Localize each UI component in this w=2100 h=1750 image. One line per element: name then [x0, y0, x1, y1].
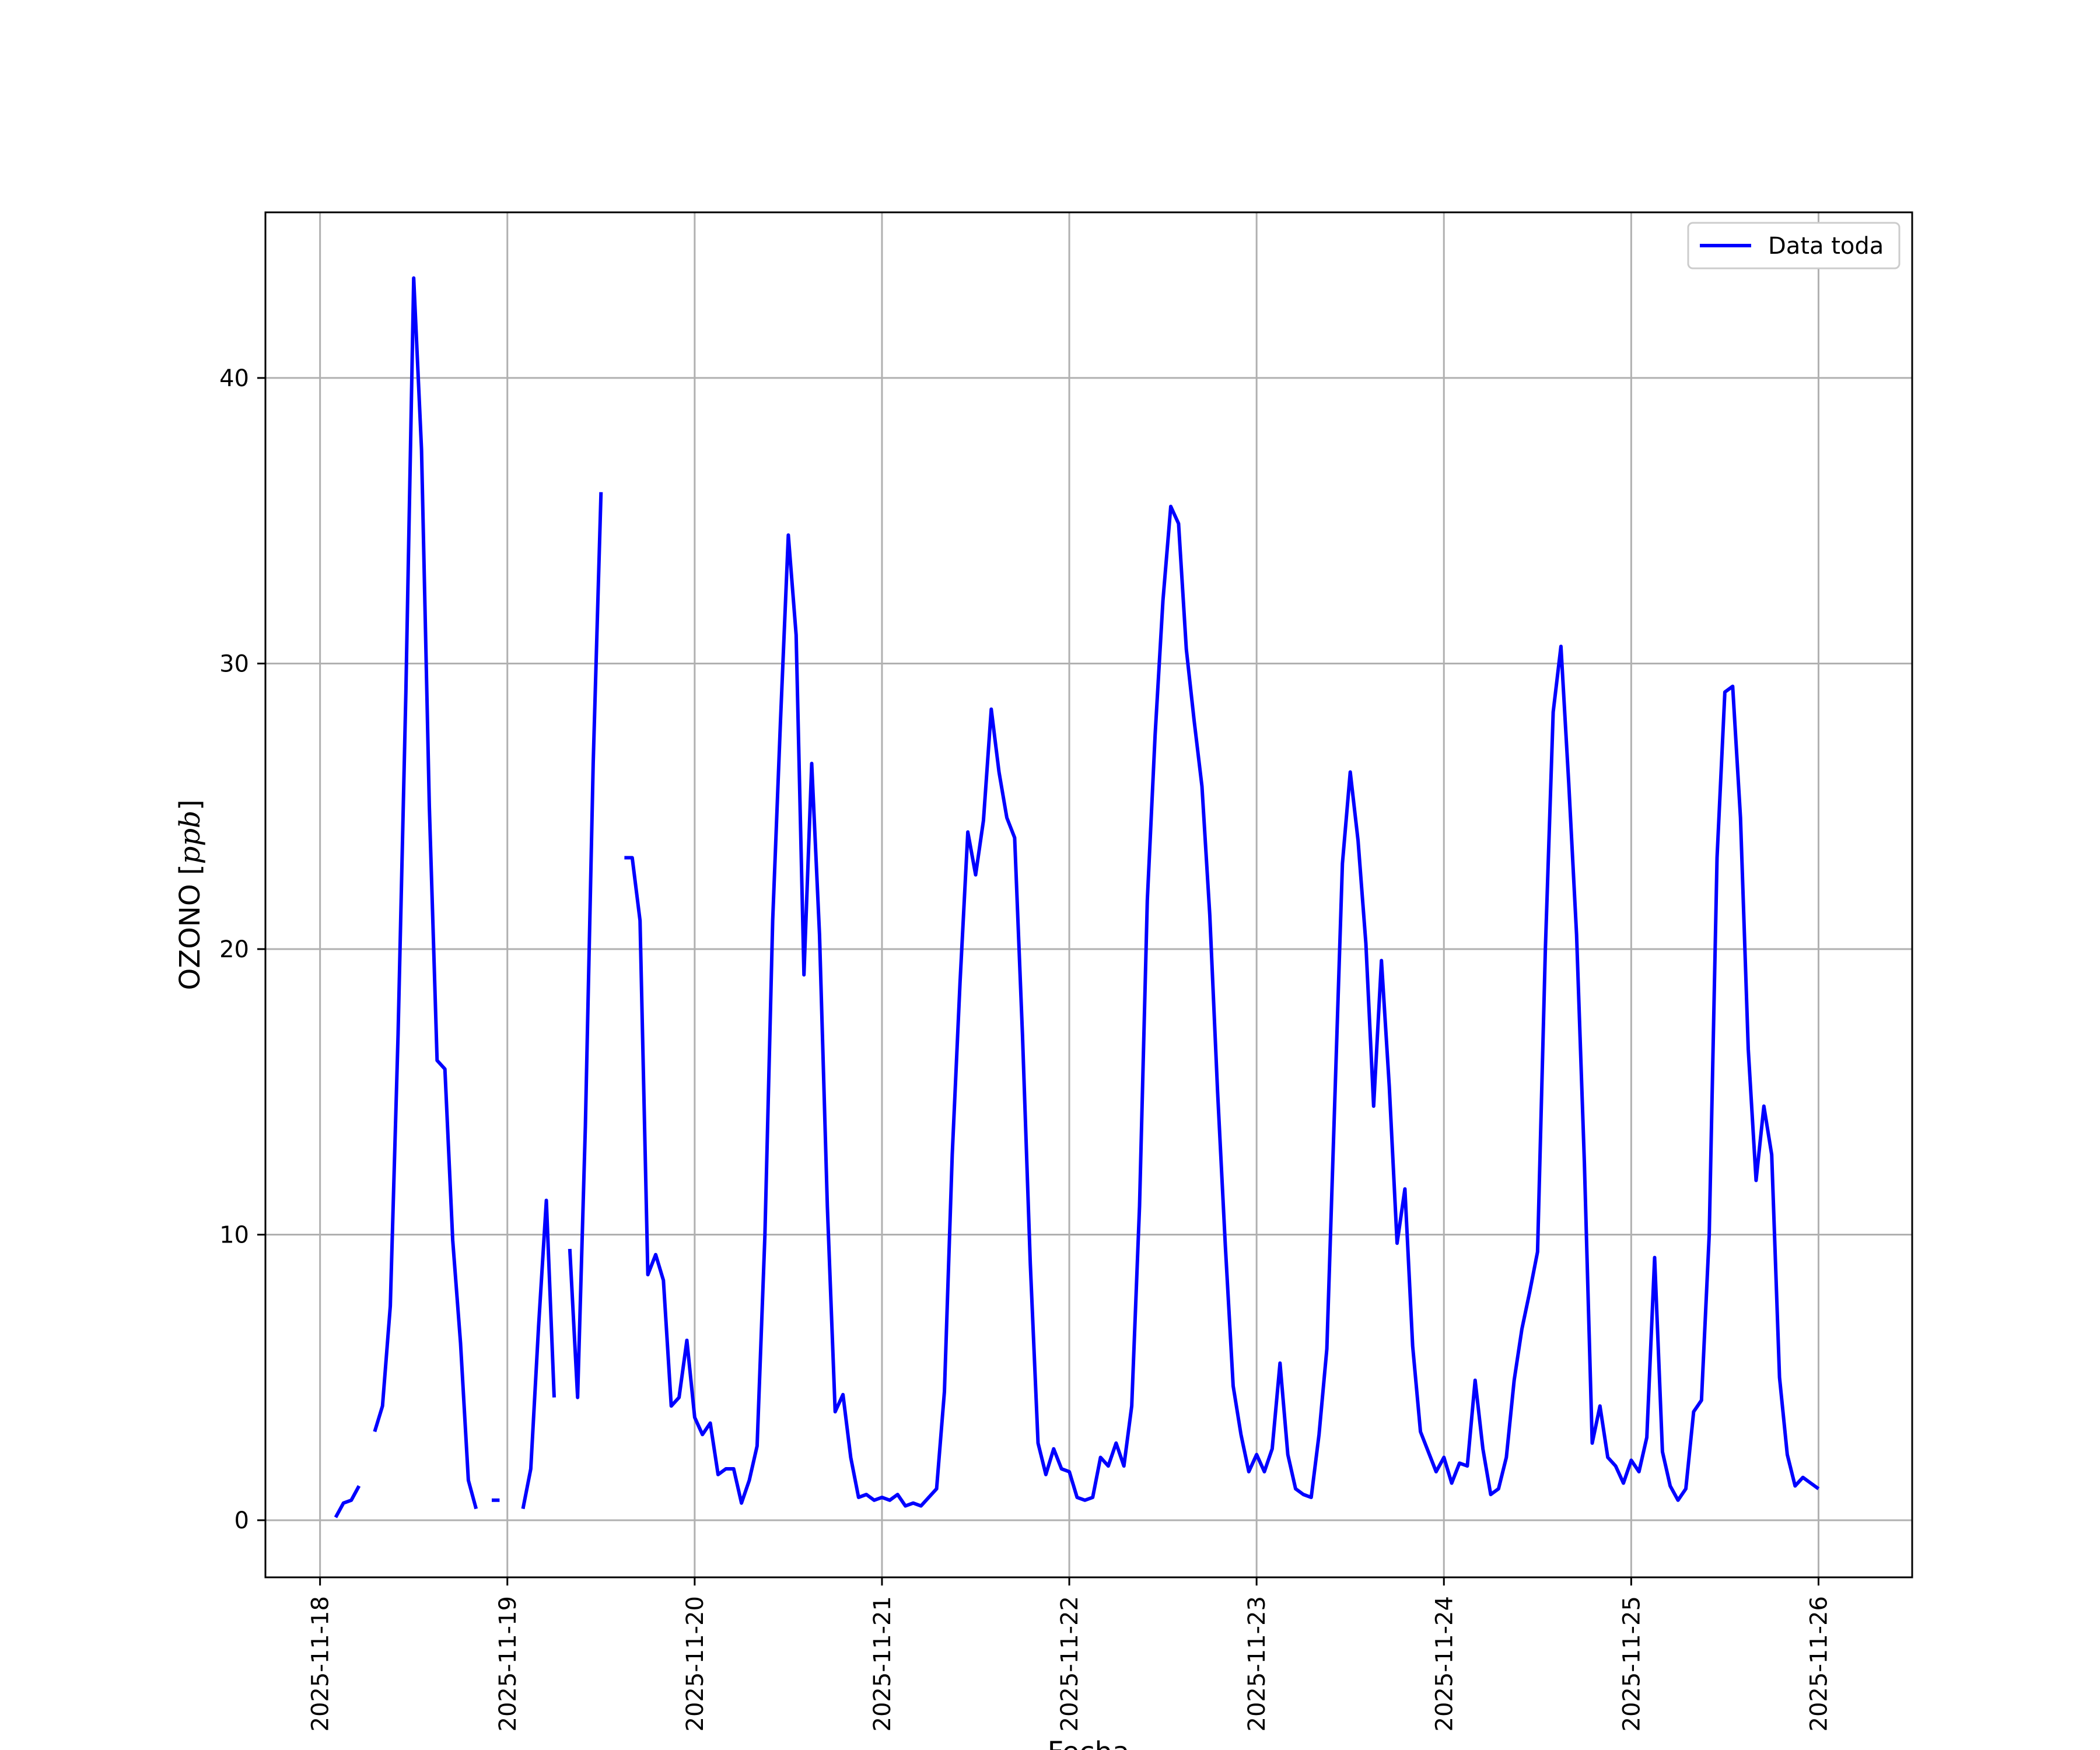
series-layer	[334, 276, 1820, 1518]
series-line-1	[334, 276, 1820, 1518]
x-axis-label: Fecha	[1048, 1736, 1130, 1750]
x-tick-label: 2025-11-22	[1056, 1596, 1083, 1731]
y-tick-label: 40	[219, 365, 249, 392]
y-tick-label: 20	[219, 936, 249, 963]
x-tick-label: 2025-11-21	[869, 1596, 896, 1731]
legend-box	[1687, 222, 1901, 270]
legend-label: Data toda	[1768, 233, 1884, 260]
y-axis-label: OZONO [ppb]	[174, 799, 206, 990]
plot-area-background	[265, 212, 1912, 1577]
x-axis-ticks: 2025-11-18 2025-11-19 2025-11-20 2025-11-21…	[307, 1577, 1832, 1731]
x-tick-label: 2025-11-24	[1431, 1596, 1458, 1731]
plot-frame	[264, 211, 1913, 1578]
x-tick-label: 2025-11-18	[307, 1596, 334, 1731]
y-tick-label: 0	[235, 1507, 249, 1534]
y-tick-label: 30	[219, 650, 249, 677]
x-tick-label: 2025-11-23	[1244, 1596, 1270, 1731]
y-axis-ticks: 0 10 20 30 40	[219, 365, 265, 1534]
grid	[265, 212, 1912, 1577]
x-tick-label: 2025-11-19	[495, 1596, 522, 1731]
y-tick-label: 10	[219, 1222, 249, 1249]
x-tick-label: 2025-11-26	[1805, 1596, 1832, 1731]
x-tick-label: 2025-11-20	[682, 1596, 709, 1731]
legend: Data toda	[1687, 222, 1901, 270]
x-tick-label: 2025-11-25	[1618, 1596, 1645, 1731]
